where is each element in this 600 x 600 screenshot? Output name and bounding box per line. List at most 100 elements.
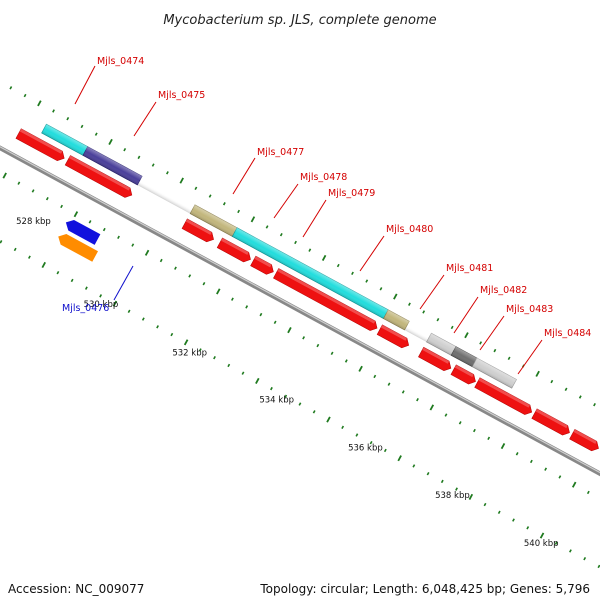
leader-mjls-0475 — [133, 101, 157, 137]
minor-tick-dot — [493, 348, 497, 353]
topology-text: Topology: circular; Length: 6,048,425 bp… — [260, 582, 590, 596]
minor-tick-dot — [156, 325, 159, 329]
minor-tick-dot — [351, 271, 354, 276]
gene-label-mjls-0482[interactable]: Mjls_0482 — [480, 285, 527, 296]
gene-label-mjls-0477[interactable]: Mjls_0477 — [257, 147, 304, 158]
minor-tick-dot — [355, 433, 359, 437]
reverse-gene-arrow[interactable] — [63, 217, 101, 245]
gene-box-mjls-0482[interactable] — [450, 346, 478, 368]
forward-cds-arrow[interactable] — [418, 346, 453, 373]
major-tick — [287, 327, 292, 334]
minor-tick-dot — [483, 502, 487, 507]
forward-cds-arrow[interactable] — [250, 255, 276, 277]
forward-cds-arrow[interactable] — [531, 408, 572, 438]
minor-tick-dot — [84, 286, 88, 290]
scale-tick-label: 536 kbp — [348, 444, 383, 454]
minor-tick-dot — [208, 194, 212, 198]
minor-tick-dot — [544, 467, 548, 471]
gene-box-mjls-0480[interactable] — [383, 309, 410, 331]
scale-tick-label: 530 kbp — [84, 300, 119, 310]
minor-tick-dot — [515, 452, 519, 456]
forward-cds-arrow[interactable] — [15, 128, 67, 163]
minor-tick-dot — [13, 247, 17, 252]
forward-cds-arrow[interactable] — [450, 364, 478, 387]
scale-tick-label: 540 kbp — [524, 539, 559, 549]
cds-arrow-highlight — [185, 218, 212, 235]
cds-arrow-highlight — [254, 256, 272, 268]
minor-tick-dot — [284, 394, 288, 399]
gene-label-mjls-0483[interactable]: Mjls_0483 — [506, 304, 553, 315]
forward-cds-arrow[interactable] — [376, 324, 411, 350]
forward-cds-arrow[interactable] — [474, 377, 535, 417]
minor-tick-dot — [558, 475, 562, 479]
gene-label-mjls-0479[interactable]: Mjls_0479 — [328, 188, 375, 199]
gene-label-mjls-0475[interactable]: Mjls_0475 — [158, 90, 205, 101]
map-title: Mycobacterium sp. JLS, complete genome — [163, 13, 436, 28]
minor-tick-dot — [422, 310, 426, 314]
major-tick — [393, 293, 398, 300]
feature-track-outer — [41, 123, 517, 389]
minor-tick-dot — [408, 302, 411, 306]
forward-cds-arrow[interactable] — [64, 155, 134, 199]
gene-label-mjls-0476[interactable]: Mjls_0476 — [62, 303, 109, 314]
gene-label-mjls-0484[interactable]: Mjls_0484 — [544, 328, 591, 339]
cds-arrow-highlight — [573, 429, 597, 444]
gene-label-mjls-0474[interactable]: Mjls_0474 — [97, 56, 144, 67]
scale-tick-label: 528 kbp — [16, 217, 51, 227]
minor-tick-dot — [80, 124, 84, 129]
leader-mjls-0476 — [113, 265, 134, 301]
minor-tick-dot — [316, 343, 320, 348]
major-tick — [216, 288, 221, 295]
leader-mjls-0474 — [74, 65, 96, 105]
minor-tick-dot — [512, 518, 515, 522]
cds-arrow-highlight — [19, 128, 63, 154]
cds-track-reverse — [55, 217, 101, 262]
minor-tick-dot — [141, 317, 145, 321]
scale-tick-label: 532 kbp — [172, 348, 207, 358]
gene-label-mjls-0480[interactable]: Mjls_0480 — [386, 224, 433, 235]
gene-box-mjls-0478[interactable] — [231, 227, 389, 319]
minor-tick-dot — [379, 287, 383, 291]
leader-mjls-0477 — [232, 157, 256, 195]
minor-tick-dot — [341, 425, 345, 429]
minor-tick-dot — [174, 266, 177, 270]
minor-tick-dot — [241, 371, 245, 375]
cds-arrow-highlight — [220, 237, 249, 255]
forward-cds-arrow[interactable] — [216, 237, 253, 264]
minor-tick-dot — [479, 341, 483, 345]
gene-label-mjls-0481[interactable]: Mjls_0481 — [446, 263, 493, 274]
cds-arrow-highlight — [277, 268, 376, 324]
major-tick — [108, 138, 113, 146]
minor-tick-dot — [66, 117, 70, 121]
forward-cds-arrow[interactable] — [181, 218, 216, 244]
minor-tick-dot — [312, 410, 316, 414]
forward-cds-arrow[interactable] — [273, 268, 379, 333]
minor-tick-dot — [159, 258, 163, 263]
major-tick — [358, 365, 363, 372]
tick-dot-rows — [0, 86, 600, 569]
minor-tick-dot — [123, 147, 127, 152]
minor-tick-dot — [222, 202, 226, 206]
minor-tick-dot — [117, 235, 120, 240]
minor-tick-dot — [202, 281, 206, 286]
cds-arrow-highlight — [380, 324, 407, 341]
forward-cds-arrow[interactable] — [569, 428, 600, 453]
cds-arrow-highlight — [68, 155, 131, 191]
major-tick — [183, 339, 189, 346]
minor-tick-dot — [259, 312, 263, 317]
leader-mjls-0483 — [479, 315, 505, 351]
minor-tick-dot — [52, 109, 55, 113]
minor-tick-dot — [593, 403, 596, 407]
minor-tick-dot — [245, 305, 249, 309]
major-tick — [539, 532, 545, 539]
minor-tick-dot — [444, 413, 448, 417]
gene-box-mjls-0476[interactable] — [55, 231, 99, 262]
gene-labels: Mjls_0474 Mjls_0475 Mjls_0476 Mjls_0477 … — [62, 56, 591, 339]
minor-tick-dot — [170, 332, 174, 337]
gene-label-mjls-0478[interactable]: Mjls_0478 — [300, 172, 347, 183]
minor-tick-dot — [344, 359, 348, 363]
minor-tick-dot — [99, 294, 103, 298]
accession-text: Accession: NC_009077 — [8, 582, 145, 596]
